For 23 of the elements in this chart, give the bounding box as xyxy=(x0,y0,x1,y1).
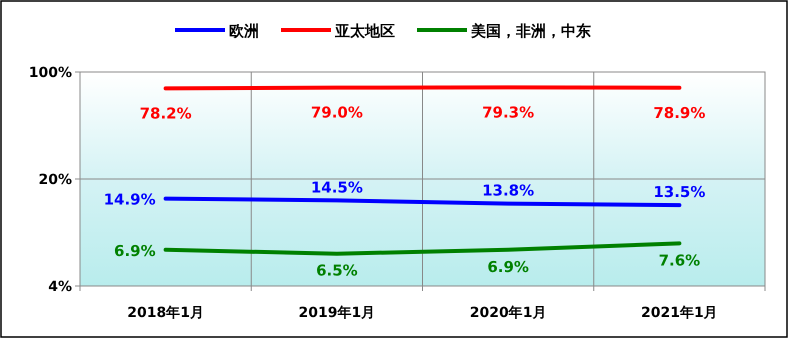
x-tick-label: 2020年1月 xyxy=(470,305,546,321)
data-label: 7.6% xyxy=(658,251,700,270)
data-label: 14.9% xyxy=(104,190,156,209)
legend-label: 美国，非洲，中东 xyxy=(470,22,591,40)
y-tick-label: 100% xyxy=(28,65,72,81)
line-series xyxy=(164,196,682,208)
x-tick-label: 2021年1月 xyxy=(641,305,718,321)
data-label: 6.5% xyxy=(316,262,358,280)
y-tick-label: 4% xyxy=(48,279,72,295)
data-label: 79.0% xyxy=(310,104,363,122)
data-label: 79.3% xyxy=(482,103,534,122)
x-tick-label: 2019年1月 xyxy=(298,305,376,321)
data-label: 14.5% xyxy=(310,178,363,196)
data-label: 78.2% xyxy=(140,104,192,122)
data-label: 6.9% xyxy=(114,242,156,260)
x-tick-label: 2018年1月 xyxy=(127,305,204,321)
legend-label: 亚太地区 xyxy=(334,22,395,40)
data-label: 78.9% xyxy=(653,104,706,122)
data-label: 13.8% xyxy=(482,182,534,200)
legend-label: 欧洲 xyxy=(229,22,259,40)
data-label: 13.5% xyxy=(653,183,706,202)
data-label: 6.9% xyxy=(487,258,529,276)
y-tick-label: 20% xyxy=(38,172,72,188)
